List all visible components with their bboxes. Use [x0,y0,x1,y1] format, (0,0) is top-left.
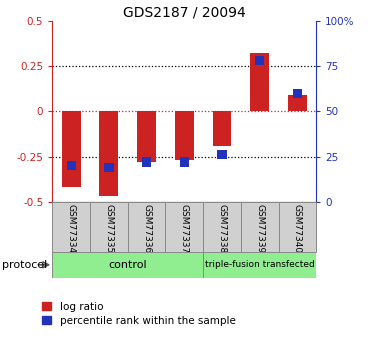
Bar [255,56,264,65]
Text: triple-fusion transfected: triple-fusion transfected [205,260,315,269]
Text: control: control [109,260,147,270]
Text: GSM77338: GSM77338 [218,204,227,254]
Bar [52,252,203,278]
Bar [203,252,316,278]
Bar [90,202,128,252]
Text: GSM77335: GSM77335 [104,204,113,254]
Bar [279,202,316,252]
Text: GSM77337: GSM77337 [180,204,189,254]
Bar [66,161,76,170]
Bar [250,53,269,111]
Bar [217,150,227,159]
Bar [128,202,165,252]
Text: GSM77336: GSM77336 [142,204,151,254]
Text: GSM77340: GSM77340 [293,204,302,254]
Text: GSM77339: GSM77339 [255,204,264,254]
Bar [165,202,203,252]
Bar [99,111,118,196]
Bar [142,157,151,167]
Bar [180,157,189,167]
Bar [288,95,307,111]
Bar [293,89,302,98]
Title: GDS2187 / 20094: GDS2187 / 20094 [123,6,246,20]
Bar [175,111,194,160]
Bar [203,202,241,252]
Legend: log ratio, percentile rank within the sample: log ratio, percentile rank within the sa… [42,302,236,326]
Bar [62,111,81,187]
Text: GSM77334: GSM77334 [67,204,76,254]
Bar [213,111,231,146]
Bar [52,202,90,252]
Bar [241,202,279,252]
Text: protocol: protocol [2,260,47,270]
Bar [137,111,156,162]
Bar [104,163,114,172]
